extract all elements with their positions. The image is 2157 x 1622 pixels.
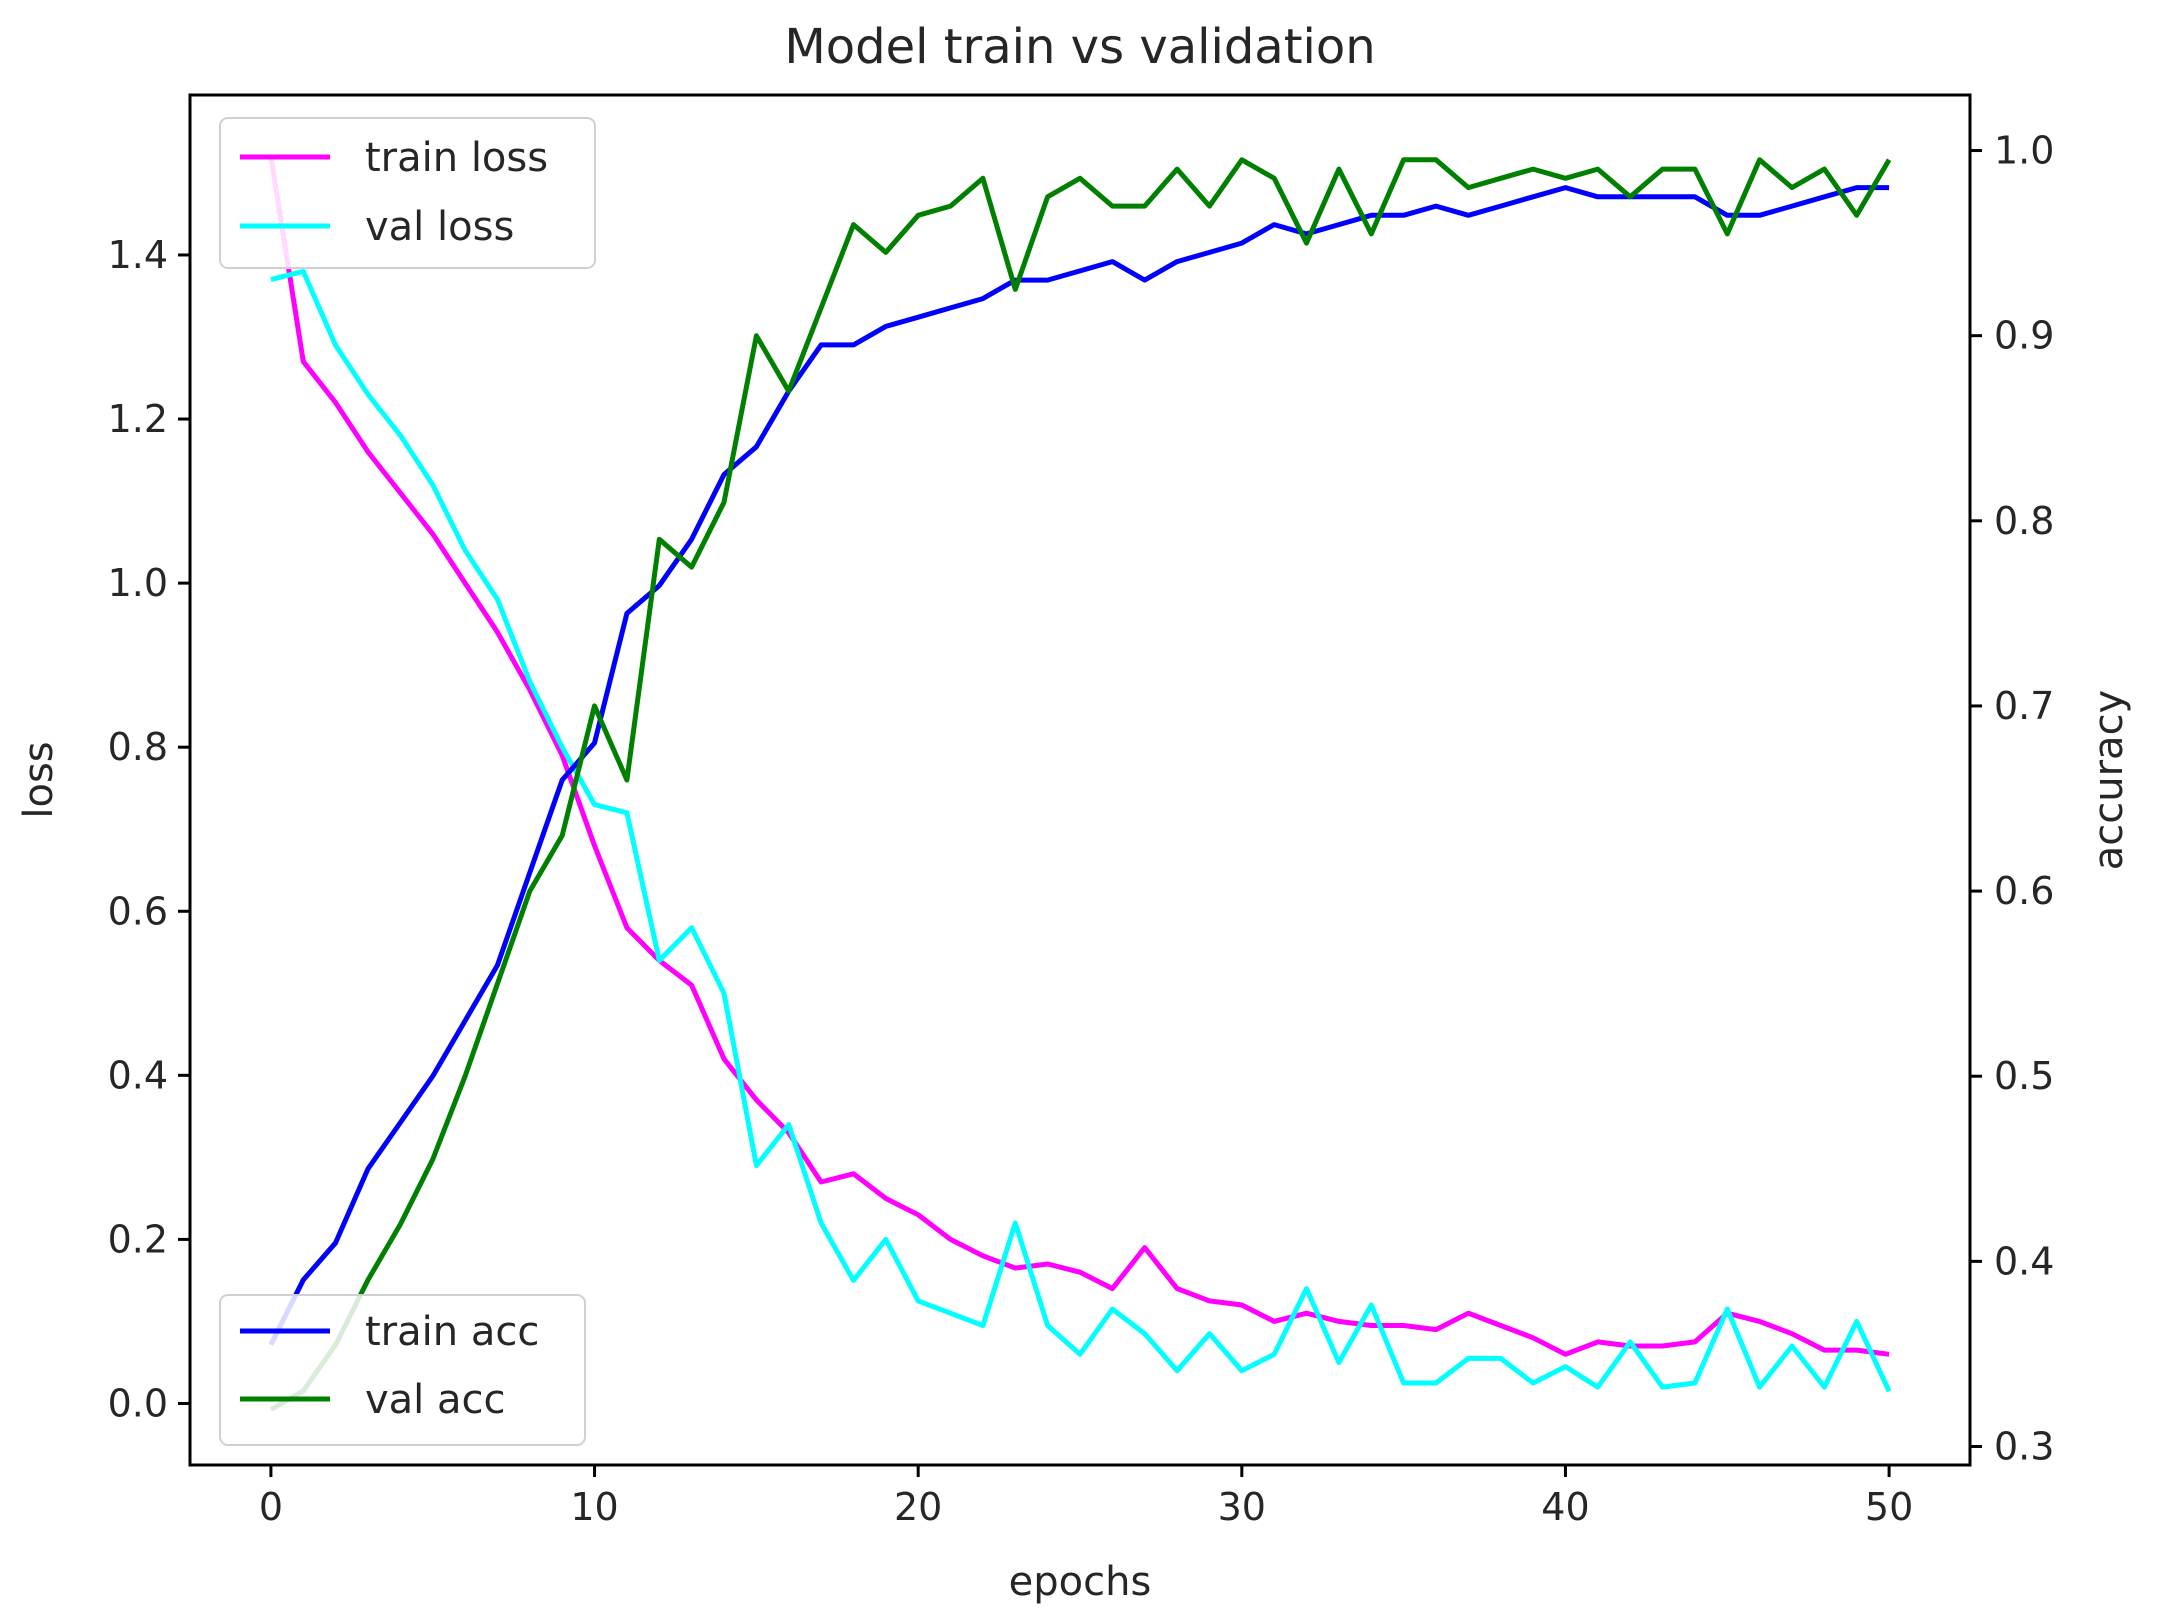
y2-tick-label: 0.7 [1994, 684, 2054, 728]
x-tick-label: 0 [259, 1485, 283, 1529]
y-axis-label: loss [16, 741, 62, 818]
y-tick-label: 0.4 [108, 1053, 168, 1097]
x-tick-label: 50 [1865, 1485, 1913, 1529]
y-tick-label: 0.2 [108, 1217, 168, 1261]
y-tick-label: 1.0 [108, 561, 168, 605]
series-line-train-acc [268, 185, 1890, 1346]
plot-lines [268, 156, 1892, 1412]
x-tick-label: 40 [1541, 1485, 1589, 1529]
series-line-val-acc [269, 157, 1892, 1412]
legend-train-acc-label: train acc [365, 1309, 539, 1355]
y2-tick-label: 1.0 [1994, 129, 2054, 173]
x-tick-label: 10 [570, 1485, 618, 1529]
y2-tick-label: 0.9 [1994, 314, 2054, 358]
legend-loss: train loss val loss [219, 117, 596, 269]
y-tick-label: 0.0 [108, 1381, 168, 1425]
axis-ticks: 0 10 20 30 40 50 0.0 0.2 0.4 0.6 0.8 1.0 1.2 1.4 0.3 0.… [108, 129, 2055, 1529]
x-tick-label: 30 [1218, 1485, 1266, 1529]
y2-tick-label: 0.5 [1994, 1054, 2054, 1098]
y2-tick-label: 0.3 [1994, 1424, 2054, 1468]
legend-val-loss-label: val loss [365, 204, 514, 250]
series-line-val-loss [270, 268, 1892, 1393]
y-tick-label: 1.4 [108, 233, 168, 277]
legend-train-loss-label: train loss [365, 135, 548, 181]
y2-tick-label: 0.6 [1994, 869, 2054, 913]
legend-acc: train acc val acc [219, 1294, 586, 1446]
y-tick-label: 0.8 [108, 725, 168, 769]
x-axis-label: epochs [1009, 1559, 1152, 1605]
y2-tick-label: 0.8 [1994, 499, 2054, 543]
y2-axis-label: accuracy [2086, 690, 2132, 870]
y2-tick-label: 0.4 [1994, 1239, 2054, 1283]
y-tick-label: 0.6 [108, 889, 168, 933]
y-tick-label: 1.2 [108, 397, 168, 441]
chart-title: Model train vs validation [784, 19, 1375, 75]
legend-val-acc-label: val acc [365, 1377, 506, 1423]
series-line-train-loss [268, 156, 1890, 1357]
x-tick-label: 20 [894, 1485, 942, 1529]
plot-frame [188, 93, 1972, 1467]
